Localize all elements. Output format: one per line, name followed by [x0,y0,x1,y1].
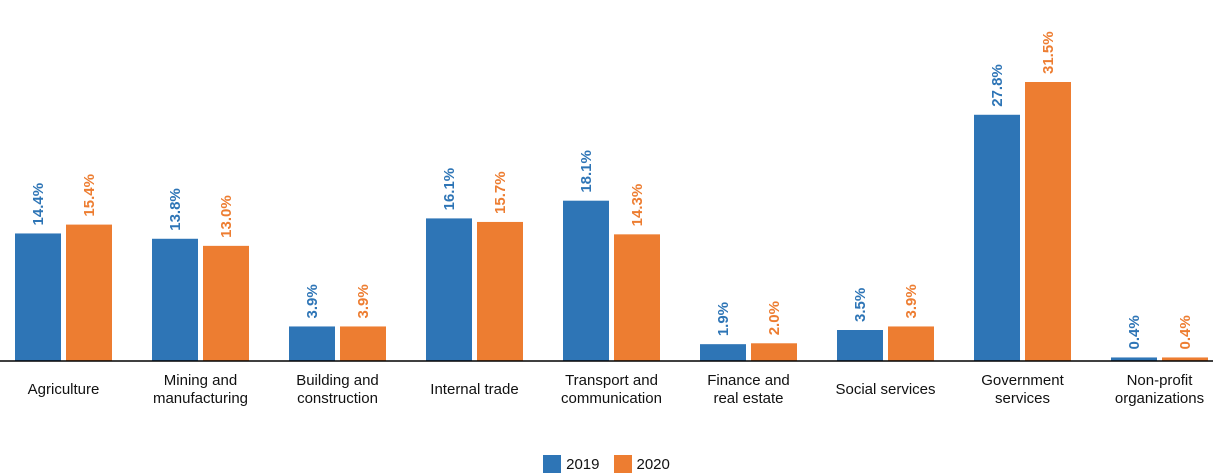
legend-item-series-1: 2019 [543,455,600,473]
category-label-3: Building and construction [270,372,406,408]
value-label-series-1-cat-1: 14.4% [30,183,47,226]
bar-series-2-cat-8 [1025,82,1071,361]
bar-series-1-cat-7 [837,330,883,361]
bar-series-1-cat-6 [700,344,746,361]
category-label-line: Agriculture [27,381,100,398]
bar-series-2-cat-1 [66,224,112,361]
category-label-6: Finance and real estate [681,372,817,408]
bar-series-1-cat-5 [563,200,609,361]
value-label-series-1-cat-6: 1.9% [715,302,732,336]
bar-series-1-cat-9 [1111,357,1157,361]
category-label-line: Transport and [565,372,658,389]
legend-item-series-2: 2020 [613,455,670,473]
bar-series-2-cat-9 [1162,357,1208,361]
category-label-8: Government services [955,372,1091,408]
category-label-1: Agriculture [0,381,132,399]
category-label-line: real estate [713,390,784,407]
category-label-4: Internal trade [407,381,543,399]
bar-series-1-cat-4 [426,218,472,361]
bar-series-1-cat-1 [15,233,61,361]
category-label-9: Non-profit organizations [1092,372,1213,408]
category-label-line: organizations [1114,390,1205,407]
category-label-line: Social services [835,381,936,398]
category-label-2: Mining and manufacturing [133,372,269,408]
value-label-series-1-cat-4: 16.1% [441,168,458,211]
legend-label-series-1: 2019 [566,455,600,473]
value-label-series-2-cat-6: 2.0% [766,301,783,335]
value-label-series-2-cat-1: 15.4% [81,174,98,217]
bar-series-1-cat-3 [289,326,335,361]
bar-series-1-cat-2 [152,238,198,361]
category-label-line: construction [297,390,378,407]
category-label-7: Social services [818,381,954,399]
category-label-line: communication [561,390,662,407]
category-label-line: Building and [296,372,379,389]
value-label-series-2-cat-2: 13.0% [218,195,235,238]
category-label-line: Finance and [707,372,790,389]
category-label-line: Internal trade [430,381,519,398]
category-label-line: Government [981,372,1064,389]
value-label-series-1-cat-2: 13.8% [167,188,184,231]
category-label-5: Transport and communication [544,372,680,408]
value-label-series-2-cat-5: 14.3% [629,184,646,227]
bar-series-2-cat-3 [340,326,386,361]
bar-series-1-cat-8 [974,114,1020,362]
legend-label-series-2: 2020 [636,455,670,473]
value-label-series-2-cat-9: 0.4% [1177,315,1194,349]
legend-swatch-series-2 [613,455,632,473]
legend: 2019 2020 [0,455,1213,473]
value-label-series-1-cat-3: 3.9% [304,284,321,318]
value-label-series-1-cat-7: 3.5% [852,288,869,322]
category-label-line: manufacturing [152,390,249,407]
category-label-line: Non-profit [1126,372,1193,389]
value-label-series-1-cat-9: 0.4% [1126,315,1143,349]
bar-series-2-cat-2 [203,245,249,361]
value-labels-group: 14.4% 15.4% 13.8% 13.0% 3.9% 3.9% 16.1% 15.7% 18… [30,31,1194,349]
bar-series-2-cat-6 [751,343,797,361]
value-label-series-2-cat-7: 3.9% [903,284,920,318]
legend-swatch-series-1 [543,455,562,473]
value-label-series-1-cat-8: 27.8% [989,64,1006,107]
bar-series-2-cat-7 [888,326,934,361]
value-label-series-2-cat-3: 3.9% [355,284,372,318]
category-label-line: Mining and [163,372,238,389]
bar-series-2-cat-4 [477,221,523,361]
category-label-line: services [994,390,1050,407]
value-label-series-2-cat-4: 15.7% [492,171,509,214]
bars-group [15,82,1208,362]
bar-series-2-cat-5 [614,234,660,361]
value-label-series-1-cat-5: 18.1% [578,150,595,193]
value-label-series-2-cat-8: 31.5% [1040,31,1057,74]
